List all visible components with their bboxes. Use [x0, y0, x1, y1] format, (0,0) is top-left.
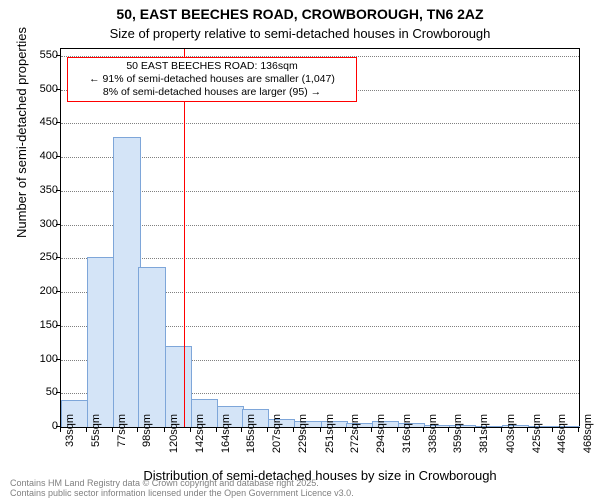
footer-line-2: Contains public sector information licen… [10, 488, 354, 498]
footer-line-1: Contains HM Land Registry data © Crown c… [10, 478, 354, 488]
ytick-label: 450 [18, 116, 58, 128]
chart-container: 50, EAST BEECHES ROAD, CROWBOROUGH, TN6 … [0, 0, 600, 500]
histogram-bar [87, 257, 114, 427]
ytick-label: 300 [18, 218, 58, 230]
xtick-mark [501, 428, 502, 432]
xtick-label: 142sqm [194, 414, 206, 464]
histogram-bar [113, 137, 140, 427]
xtick-mark [552, 428, 553, 432]
xtick-label: 272sqm [349, 414, 361, 464]
xtick-label: 446sqm [556, 414, 568, 464]
xtick-label: 229sqm [297, 414, 309, 464]
xtick-mark [474, 428, 475, 432]
xtick-mark [293, 428, 294, 432]
annotation-line-1: 50 EAST BEECHES ROAD: 136sqm [72, 60, 352, 73]
xtick-label: 185sqm [245, 414, 257, 464]
xtick-label: 77sqm [116, 414, 128, 464]
xtick-label: 381sqm [478, 414, 490, 464]
xtick-label: 164sqm [220, 414, 232, 464]
ytick-label: 50 [18, 386, 58, 398]
ytick-mark [56, 291, 60, 292]
annotation-line-2: ← 91% of semi-detached houses are smalle… [72, 73, 352, 86]
xtick-mark [320, 428, 321, 432]
chart-title: 50, EAST BEECHES ROAD, CROWBOROUGH, TN6 … [0, 6, 600, 22]
ytick-label: 400 [18, 150, 58, 162]
xtick-mark [345, 428, 346, 432]
annotation-line-3: 8% of semi-detached houses are larger (9… [72, 86, 352, 99]
ytick-mark [56, 359, 60, 360]
xtick-mark [448, 428, 449, 432]
ytick-mark [56, 89, 60, 90]
xtick-label: 98sqm [141, 414, 153, 464]
xtick-mark [241, 428, 242, 432]
footer: Contains HM Land Registry data © Crown c… [10, 478, 354, 498]
xtick-mark [397, 428, 398, 432]
chart-subtitle: Size of property relative to semi-detach… [0, 26, 600, 41]
ytick-mark [56, 392, 60, 393]
plot-area: 50 EAST BEECHES ROAD: 136sqm ← 91% of se… [60, 48, 580, 428]
ytick-label: 550 [18, 49, 58, 61]
gridline [61, 123, 579, 124]
ytick-label: 100 [18, 353, 58, 365]
xtick-mark [423, 428, 424, 432]
xtick-label: 120sqm [168, 414, 180, 464]
ytick-mark [56, 426, 60, 427]
xtick-label: 425sqm [531, 414, 543, 464]
xtick-label: 316sqm [401, 414, 413, 464]
ytick-label: 350 [18, 184, 58, 196]
xtick-label: 403sqm [505, 414, 517, 464]
ytick-mark [56, 190, 60, 191]
histogram-bar [138, 267, 165, 427]
ytick-label: 0 [18, 420, 58, 432]
xtick-mark [578, 428, 579, 432]
xtick-label: 251sqm [324, 414, 336, 464]
ytick-label: 150 [18, 319, 58, 331]
annotation-box: 50 EAST BEECHES ROAD: 136sqm ← 91% of se… [67, 57, 357, 102]
xtick-mark [216, 428, 217, 432]
xtick-label: 207sqm [271, 414, 283, 464]
xtick-label: 468sqm [582, 414, 594, 464]
ytick-mark [56, 156, 60, 157]
ytick-mark [56, 257, 60, 258]
ytick-label: 200 [18, 285, 58, 297]
xtick-mark [112, 428, 113, 432]
ytick-label: 250 [18, 251, 58, 263]
xtick-label: 294sqm [375, 414, 387, 464]
xtick-mark [527, 428, 528, 432]
xtick-label: 359sqm [452, 414, 464, 464]
ytick-label: 500 [18, 83, 58, 95]
ytick-mark [56, 325, 60, 326]
xtick-mark [371, 428, 372, 432]
xtick-label: 55sqm [90, 414, 102, 464]
xtick-mark [60, 428, 61, 432]
xtick-mark [190, 428, 191, 432]
xtick-mark [164, 428, 165, 432]
xtick-mark [86, 428, 87, 432]
ytick-mark [56, 224, 60, 225]
xtick-label: 33sqm [64, 414, 76, 464]
xtick-mark [267, 428, 268, 432]
ytick-mark [56, 55, 60, 56]
xtick-mark [137, 428, 138, 432]
xtick-label: 338sqm [427, 414, 439, 464]
ytick-mark [56, 122, 60, 123]
marker-line [184, 49, 185, 427]
